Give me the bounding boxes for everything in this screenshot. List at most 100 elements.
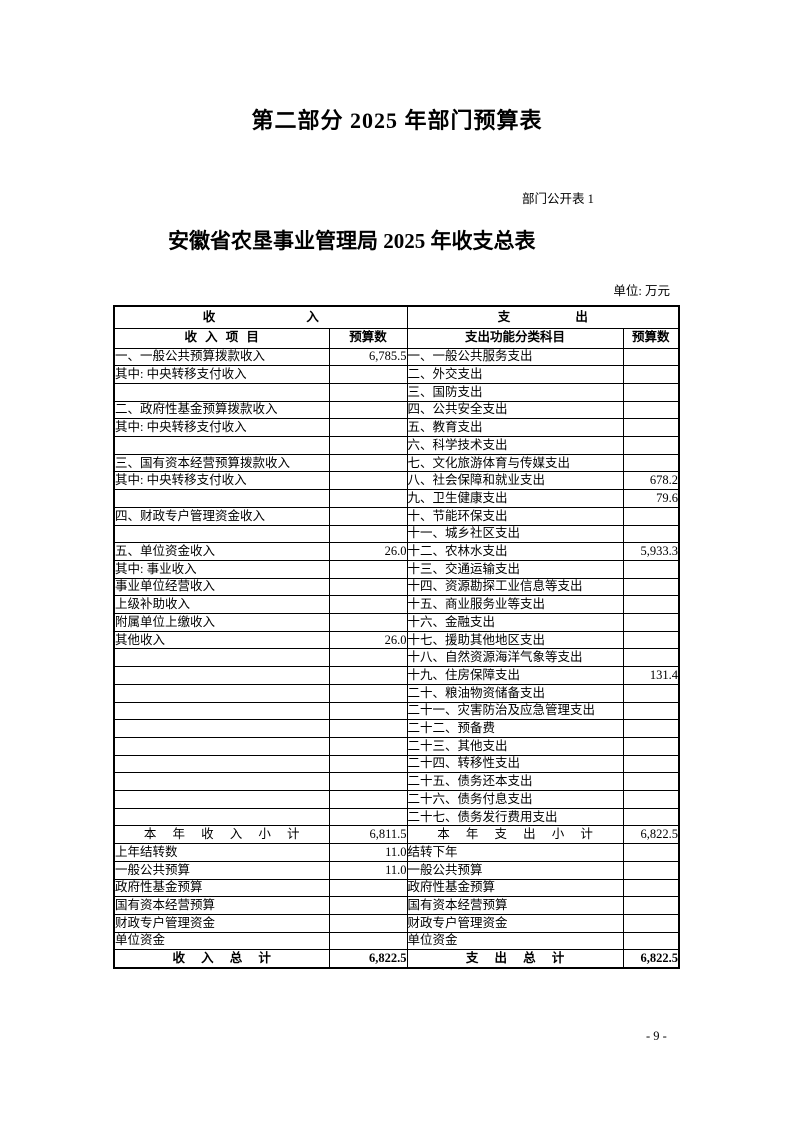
table-row: 收 入 总 计 6,822.5 支 出 总 计 6,822.5: [113, 949, 680, 969]
income-budget-cell: [328, 489, 408, 508]
income-budget-cell: [328, 418, 408, 438]
expense-budget-cell: [622, 843, 680, 862]
income-item-cell: [113, 701, 330, 721]
income-budget-cell: [328, 896, 408, 915]
expense-item-cell: 二十七、债务发行费用支出: [406, 807, 624, 827]
income-item-cell: [113, 436, 330, 455]
expense-budget-cell: [622, 683, 680, 703]
budget-table: 收 入 支 出 收 入 项 目 预算数 支出功能分类科目 预算数 一、一般公共预…: [113, 305, 681, 969]
income-item-cell: [113, 772, 330, 792]
income-budget-cell: [328, 382, 408, 402]
income-item-cell: 国有资本经营预算: [113, 896, 330, 915]
expense-budget-cell: [622, 595, 680, 615]
table-row: 财政专户管理资金 财政专户管理资金: [113, 914, 680, 933]
income-item-cell: [113, 666, 330, 685]
expense-budget-cell: [622, 577, 680, 597]
table-row: 其中: 中央转移支付收入 五、教育支出: [113, 418, 680, 438]
expense-item-cell: 国有资本经营预算: [406, 896, 624, 915]
income-item-cell: 财政专户管理资金: [113, 914, 330, 933]
expense-item-cell: 十二、农林水支出: [406, 542, 624, 561]
income-item-cell: [113, 489, 330, 508]
income-item-cell: 单位资金: [113, 931, 330, 951]
table-row: 事业单位经营收入 十四、资源勘探工业信息等支出: [113, 577, 680, 597]
expense-budget-cell: [622, 736, 680, 756]
income-item-cell: [113, 524, 330, 544]
income-item-cell: 收 入 总 计: [113, 949, 330, 969]
income-budget-cell: [328, 577, 408, 597]
income-budget-cell: 26.0: [328, 630, 408, 650]
expense-item-cell: 十三、交通运输支出: [406, 559, 624, 579]
income-item-cell: [113, 382, 330, 402]
section-title: 第二部分 2025 年部门预算表: [251, 108, 543, 133]
expense-item-cell: 十六、金融支出: [406, 613, 624, 632]
income-item-cell: 本 年 收 入 小 计: [113, 825, 330, 845]
income-budget-cell: [328, 559, 408, 579]
expense-budget-cell: [622, 436, 680, 455]
income-item-cell: [113, 736, 330, 756]
expense-budget-cell: [622, 648, 680, 668]
expense-item-cell: 十、节能环保支出: [406, 506, 624, 526]
income-item-cell: 上年结转数: [113, 843, 330, 862]
expense-item-cell: 二十五、债务还本支出: [406, 772, 624, 792]
expense-item-cell: 财政专户管理资金: [406, 914, 624, 933]
table-row: 其他收入 26.0 十七、援助其他地区支出: [113, 630, 680, 650]
income-budget-cell: [328, 613, 408, 632]
income-budget-cell: 6,822.5: [328, 949, 408, 969]
income-item-cell: [113, 683, 330, 703]
table-row: 四、财政专户管理资金收入 十、节能环保支出: [113, 506, 680, 526]
income-budget-cell: 11.0: [328, 860, 408, 880]
income-budget-cell: [328, 365, 408, 384]
expense-item-cell: 一、一般公共服务支出: [406, 347, 624, 367]
expense-item-cell: 九、卫生健康支出: [406, 489, 624, 508]
income-item-cell: 五、单位资金收入: [113, 542, 330, 561]
income-item-cell: 附属单位上缴收入: [113, 613, 330, 632]
table-row: 二十二、预备费: [113, 719, 680, 738]
expense-budget-cell: [622, 719, 680, 738]
expense-budget-cell: [622, 860, 680, 880]
expense-budget-cell: [622, 754, 680, 774]
table-row: 二、政府性基金预算拨款收入 四、公共安全支出: [113, 400, 680, 420]
expense-budget-cell: [622, 418, 680, 438]
expense-item-column-header: 支出功能分类科目: [406, 327, 624, 349]
table-row: 三、国防支出: [113, 382, 680, 402]
table-row: 附属单位上缴收入 十六、金融支出: [113, 613, 680, 632]
table-row: 十九、住房保障支出 131.4: [113, 666, 680, 685]
expense-item-cell: 二、外交支出: [406, 365, 624, 384]
table-row: 上级补助收入 十五、商业服务业等支出: [113, 595, 680, 615]
table-row: 政府性基金预算 政府性基金预算: [113, 878, 680, 898]
unit-note: 单位: 万元: [613, 284, 670, 298]
expense-item-cell: 结转下年: [406, 843, 624, 862]
expense-budget-cell: [622, 807, 680, 827]
expense-budget-cell: [622, 453, 680, 473]
income-item-column-header: 收 入 项 目: [113, 327, 330, 349]
expense-item-cell: 二十四、转移性支出: [406, 754, 624, 774]
income-budget-cell: [328, 790, 408, 809]
table-row: 三、国有资本经营预算拨款收入 七、文化旅游体育与传媒支出: [113, 453, 680, 473]
income-budget-cell: [328, 436, 408, 455]
expense-budget-cell: 79.6: [622, 489, 680, 508]
income-item-cell: 上级补助收入: [113, 595, 330, 615]
expense-budget-cell: [622, 914, 680, 933]
income-item-cell: 其中: 中央转移支付收入: [113, 418, 330, 438]
expense-item-cell: 单位资金: [406, 931, 624, 951]
income-item-cell: 其中: 中央转移支付收入: [113, 365, 330, 384]
expense-budget-cell: [622, 365, 680, 384]
income-budget-cell: [328, 701, 408, 721]
column-header-row: 收 入 项 目 预算数 支出功能分类科目 预算数: [113, 327, 680, 349]
table-row: 六、科学技术支出: [113, 436, 680, 455]
expense-item-cell: 二十、粮油物资储备支出: [406, 683, 624, 703]
expense-budget-cell: [622, 347, 680, 367]
group-header-row: 收 入 支 出: [113, 305, 680, 329]
expense-budget-cell: [622, 524, 680, 544]
expense-item-cell: 六、科学技术支出: [406, 436, 624, 455]
table-row: 十一、城乡社区支出: [113, 524, 680, 544]
table-row: 其中: 事业收入 十三、交通运输支出: [113, 559, 680, 579]
income-item-cell: 其中: 事业收入: [113, 559, 330, 579]
expense-item-cell: 七、文化旅游体育与传媒支出: [406, 453, 624, 473]
income-budget-cell: [328, 754, 408, 774]
expense-item-cell: 四、公共安全支出: [406, 400, 624, 420]
expense-item-cell: 二十一、灾害防治及应急管理支出: [406, 701, 624, 721]
income-item-cell: 政府性基金预算: [113, 878, 330, 898]
expense-budget-cell: [622, 790, 680, 809]
expense-item-cell: 十五、商业服务业等支出: [406, 595, 624, 615]
